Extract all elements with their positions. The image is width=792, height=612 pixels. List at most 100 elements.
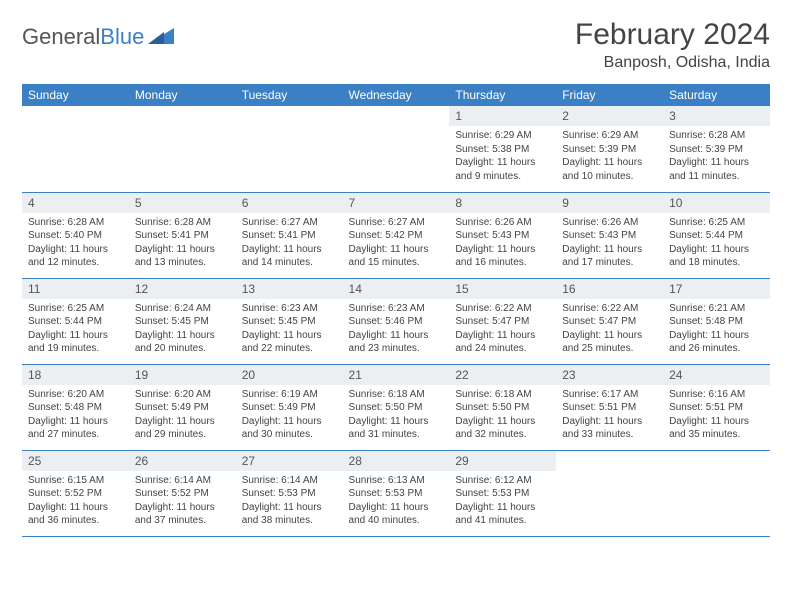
day-number: 28: [343, 451, 450, 471]
sunset-text: Sunset: 5:45 PM: [135, 315, 230, 329]
calendar-cell: [556, 450, 663, 536]
day-number: 27: [236, 451, 343, 471]
calendar-week-row: 25Sunrise: 6:15 AMSunset: 5:52 PMDayligh…: [22, 450, 770, 536]
sunset-text: Sunset: 5:42 PM: [349, 229, 444, 243]
daylight-text: Daylight: 11 hours and 15 minutes.: [349, 243, 444, 270]
sunset-text: Sunset: 5:41 PM: [135, 229, 230, 243]
sunrise-text: Sunrise: 6:20 AM: [135, 388, 230, 402]
calendar-cell: 1Sunrise: 6:29 AMSunset: 5:38 PMDaylight…: [449, 106, 556, 192]
day-number: 14: [343, 279, 450, 299]
daylight-text: Daylight: 11 hours and 30 minutes.: [242, 415, 337, 442]
day-content: Sunrise: 6:20 AMSunset: 5:48 PMDaylight:…: [22, 385, 129, 448]
calendar-cell: 13Sunrise: 6:23 AMSunset: 5:45 PMDayligh…: [236, 278, 343, 364]
sunset-text: Sunset: 5:48 PM: [669, 315, 764, 329]
day-content: Sunrise: 6:19 AMSunset: 5:49 PMDaylight:…: [236, 385, 343, 448]
day-content: Sunrise: 6:26 AMSunset: 5:43 PMDaylight:…: [556, 213, 663, 276]
day-number: 22: [449, 365, 556, 385]
calendar-cell: 18Sunrise: 6:20 AMSunset: 5:48 PMDayligh…: [22, 364, 129, 450]
sunset-text: Sunset: 5:53 PM: [455, 487, 550, 501]
day-number: 4: [22, 193, 129, 213]
day-number: 15: [449, 279, 556, 299]
day-header-row: SundayMondayTuesdayWednesdayThursdayFrid…: [22, 84, 770, 106]
calendar-cell: 19Sunrise: 6:20 AMSunset: 5:49 PMDayligh…: [129, 364, 236, 450]
calendar-body: 1Sunrise: 6:29 AMSunset: 5:38 PMDaylight…: [22, 106, 770, 536]
sunset-text: Sunset: 5:51 PM: [669, 401, 764, 415]
sunset-text: Sunset: 5:47 PM: [562, 315, 657, 329]
sunrise-text: Sunrise: 6:19 AM: [242, 388, 337, 402]
day-header: Thursday: [449, 84, 556, 106]
location-text: Banposh, Odisha, India: [575, 54, 770, 72]
day-number: 21: [343, 365, 450, 385]
day-content: Sunrise: 6:23 AMSunset: 5:45 PMDaylight:…: [236, 299, 343, 362]
day-content: Sunrise: 6:23 AMSunset: 5:46 PMDaylight:…: [343, 299, 450, 362]
calendar-cell: 2Sunrise: 6:29 AMSunset: 5:39 PMDaylight…: [556, 106, 663, 192]
day-content: Sunrise: 6:16 AMSunset: 5:51 PMDaylight:…: [663, 385, 770, 448]
calendar-cell: 23Sunrise: 6:17 AMSunset: 5:51 PMDayligh…: [556, 364, 663, 450]
daylight-text: Daylight: 11 hours and 33 minutes.: [562, 415, 657, 442]
sunset-text: Sunset: 5:50 PM: [349, 401, 444, 415]
sunset-text: Sunset: 5:48 PM: [28, 401, 123, 415]
day-content: Sunrise: 6:18 AMSunset: 5:50 PMDaylight:…: [343, 385, 450, 448]
calendar-cell: 10Sunrise: 6:25 AMSunset: 5:44 PMDayligh…: [663, 192, 770, 278]
day-number: 17: [663, 279, 770, 299]
day-number: 3: [663, 106, 770, 126]
sunrise-text: Sunrise: 6:20 AM: [28, 388, 123, 402]
sunset-text: Sunset: 5:41 PM: [242, 229, 337, 243]
day-number: 16: [556, 279, 663, 299]
calendar-cell: 29Sunrise: 6:12 AMSunset: 5:53 PMDayligh…: [449, 450, 556, 536]
sunrise-text: Sunrise: 6:28 AM: [135, 216, 230, 230]
calendar-cell: 21Sunrise: 6:18 AMSunset: 5:50 PMDayligh…: [343, 364, 450, 450]
month-title: February 2024: [575, 18, 770, 52]
day-content: Sunrise: 6:12 AMSunset: 5:53 PMDaylight:…: [449, 471, 556, 534]
day-content: Sunrise: 6:22 AMSunset: 5:47 PMDaylight:…: [449, 299, 556, 362]
calendar-cell: [236, 106, 343, 192]
calendar-cell: [663, 450, 770, 536]
day-header: Friday: [556, 84, 663, 106]
calendar-cell: 12Sunrise: 6:24 AMSunset: 5:45 PMDayligh…: [129, 278, 236, 364]
daylight-text: Daylight: 11 hours and 14 minutes.: [242, 243, 337, 270]
calendar-cell: 25Sunrise: 6:15 AMSunset: 5:52 PMDayligh…: [22, 450, 129, 536]
sunset-text: Sunset: 5:49 PM: [135, 401, 230, 415]
calendar-cell: 16Sunrise: 6:22 AMSunset: 5:47 PMDayligh…: [556, 278, 663, 364]
day-content: Sunrise: 6:28 AMSunset: 5:41 PMDaylight:…: [129, 213, 236, 276]
sunrise-text: Sunrise: 6:24 AM: [135, 302, 230, 316]
calendar-cell: 17Sunrise: 6:21 AMSunset: 5:48 PMDayligh…: [663, 278, 770, 364]
sunrise-text: Sunrise: 6:23 AM: [242, 302, 337, 316]
sunrise-text: Sunrise: 6:12 AM: [455, 474, 550, 488]
day-number: 7: [343, 193, 450, 213]
sunrise-text: Sunrise: 6:27 AM: [349, 216, 444, 230]
daylight-text: Daylight: 11 hours and 25 minutes.: [562, 329, 657, 356]
day-number: 1: [449, 106, 556, 126]
day-content: Sunrise: 6:27 AMSunset: 5:41 PMDaylight:…: [236, 213, 343, 276]
sunset-text: Sunset: 5:44 PM: [28, 315, 123, 329]
day-content: Sunrise: 6:26 AMSunset: 5:43 PMDaylight:…: [449, 213, 556, 276]
sunrise-text: Sunrise: 6:25 AM: [28, 302, 123, 316]
calendar-week-row: 4Sunrise: 6:28 AMSunset: 5:40 PMDaylight…: [22, 192, 770, 278]
calendar-cell: 20Sunrise: 6:19 AMSunset: 5:49 PMDayligh…: [236, 364, 343, 450]
sunset-text: Sunset: 5:44 PM: [669, 229, 764, 243]
day-content: Sunrise: 6:17 AMSunset: 5:51 PMDaylight:…: [556, 385, 663, 448]
calendar-cell: 8Sunrise: 6:26 AMSunset: 5:43 PMDaylight…: [449, 192, 556, 278]
daylight-text: Daylight: 11 hours and 31 minutes.: [349, 415, 444, 442]
daylight-text: Daylight: 11 hours and 32 minutes.: [455, 415, 550, 442]
sunrise-text: Sunrise: 6:29 AM: [562, 129, 657, 143]
day-number: 6: [236, 193, 343, 213]
sunset-text: Sunset: 5:39 PM: [562, 143, 657, 157]
daylight-text: Daylight: 11 hours and 37 minutes.: [135, 501, 230, 528]
day-number: 10: [663, 193, 770, 213]
day-number: 8: [449, 193, 556, 213]
sunset-text: Sunset: 5:51 PM: [562, 401, 657, 415]
day-content: Sunrise: 6:28 AMSunset: 5:40 PMDaylight:…: [22, 213, 129, 276]
day-content: Sunrise: 6:14 AMSunset: 5:53 PMDaylight:…: [236, 471, 343, 534]
calendar-table: SundayMondayTuesdayWednesdayThursdayFrid…: [22, 84, 770, 537]
daylight-text: Daylight: 11 hours and 35 minutes.: [669, 415, 764, 442]
day-number: 24: [663, 365, 770, 385]
sunrise-text: Sunrise: 6:26 AM: [562, 216, 657, 230]
sunset-text: Sunset: 5:43 PM: [455, 229, 550, 243]
sunrise-text: Sunrise: 6:28 AM: [28, 216, 123, 230]
calendar-week-row: 18Sunrise: 6:20 AMSunset: 5:48 PMDayligh…: [22, 364, 770, 450]
sunset-text: Sunset: 5:53 PM: [349, 487, 444, 501]
day-content: Sunrise: 6:27 AMSunset: 5:42 PMDaylight:…: [343, 213, 450, 276]
logo-triangle-icon: [148, 24, 174, 50]
header: GeneralBlue February 2024 Banposh, Odish…: [22, 18, 770, 72]
